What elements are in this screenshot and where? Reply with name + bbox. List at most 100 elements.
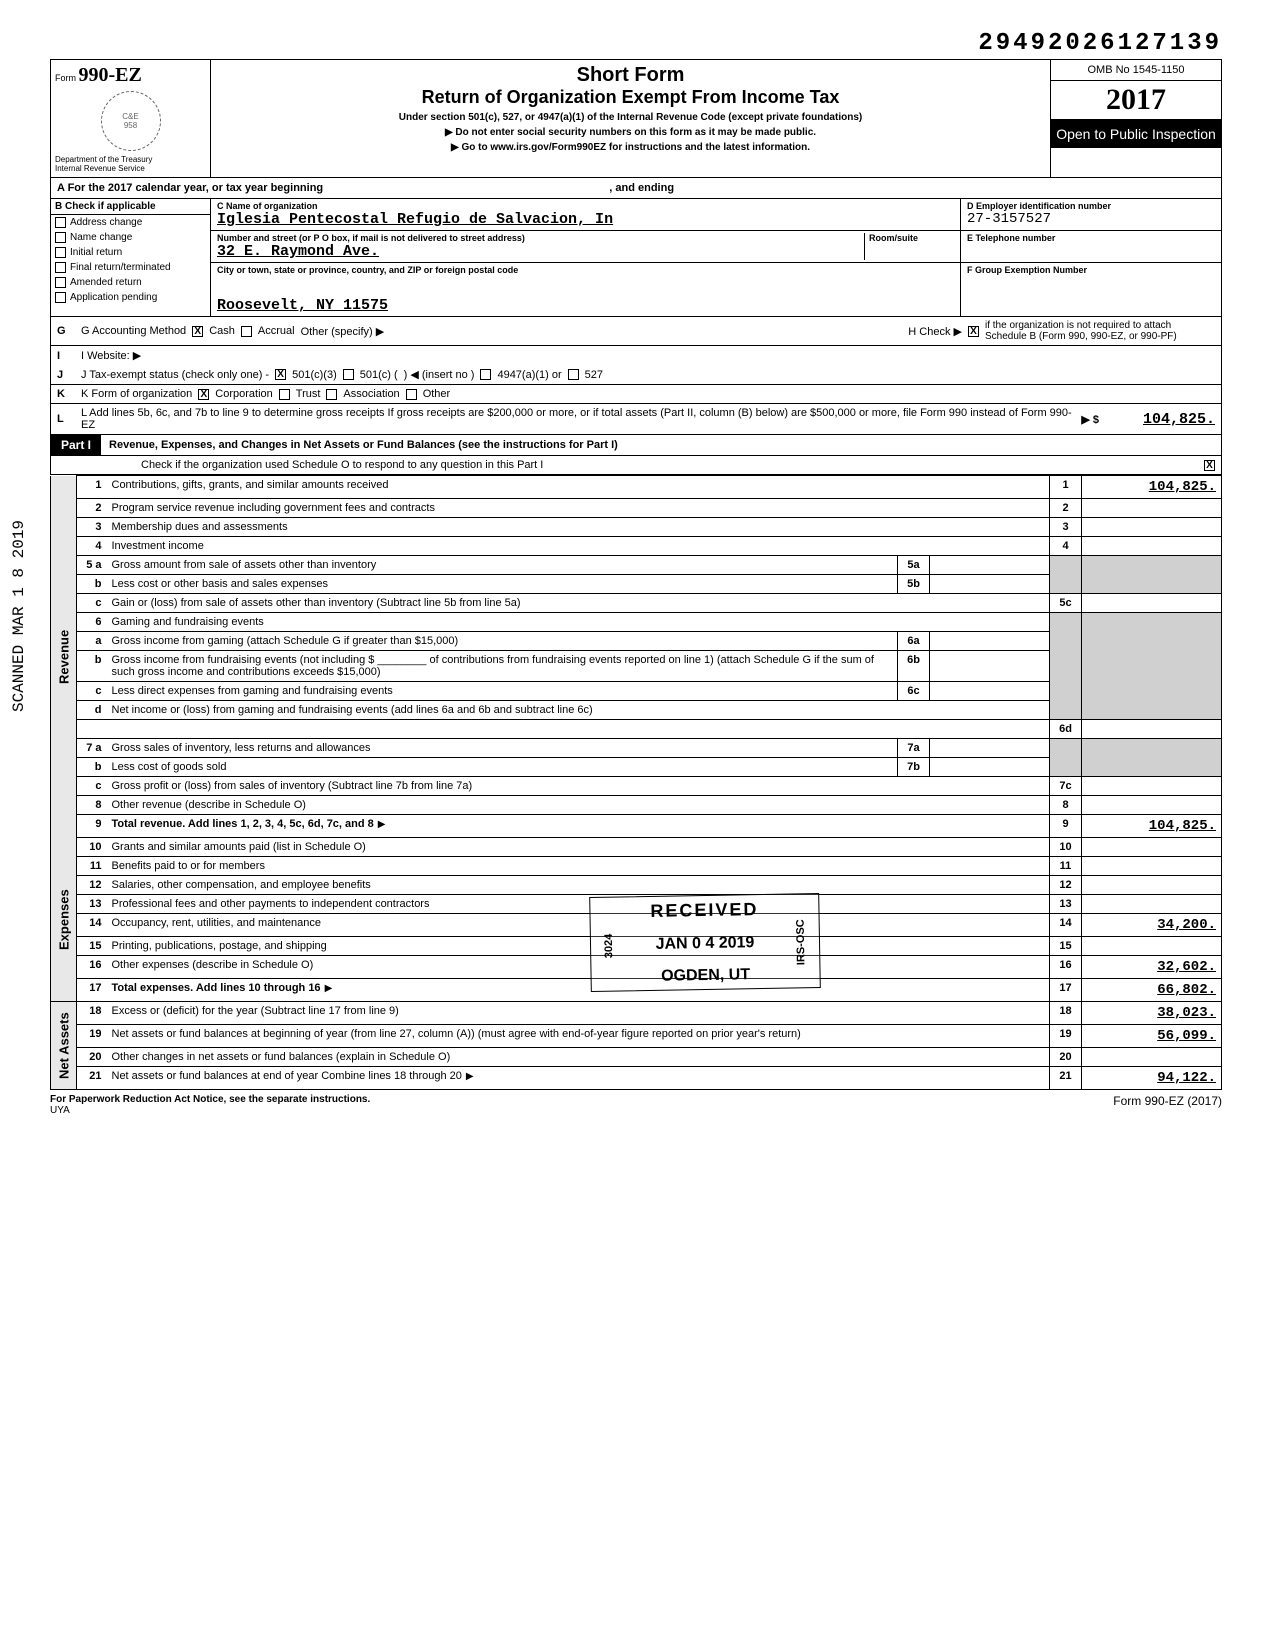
- org-address: 32 E. Raymond Ave.: [217, 243, 379, 260]
- line-2-desc: Program service revenue including govern…: [107, 499, 1050, 518]
- c-label: C Name of organization: [217, 201, 954, 211]
- g-label: G Accounting Method: [81, 325, 186, 337]
- stamp-code: 3024: [603, 933, 615, 958]
- irs-label: Internal Revenue Service: [55, 164, 206, 173]
- cb-cash[interactable]: X: [192, 326, 203, 337]
- line-7c-desc: Gross profit or (loss) from sales of inv…: [107, 777, 1050, 796]
- cb-initial-return[interactable]: Initial return: [51, 245, 210, 260]
- b-header: B Check if applicable: [51, 199, 210, 215]
- line-18-val: 38,023.: [1082, 1002, 1222, 1025]
- line-7b-desc: Less cost of goods sold: [107, 758, 898, 777]
- g-cash: Cash: [209, 325, 235, 337]
- e-label: E Telephone number: [967, 233, 1215, 243]
- line-14-val: 34,200.: [1082, 914, 1222, 937]
- line-16-desc: Other expenses (describe in Schedule O): [107, 956, 1050, 979]
- cb-name-change[interactable]: Name change: [51, 230, 210, 245]
- cb-accrual[interactable]: [241, 326, 252, 337]
- row-a-end: , and ending: [609, 182, 674, 194]
- line-9-desc: Total revenue. Add lines 1, 2, 3, 4, 5c,…: [112, 818, 374, 830]
- l-text: L Add lines 5b, 6c, and 7b to line 9 to …: [81, 407, 1075, 431]
- k-assoc: Association: [343, 388, 399, 400]
- line-18-desc: Excess or (deficit) for the year (Subtra…: [107, 1002, 1050, 1025]
- goto-url: ▶ Go to www.irs.gov/Form990EZ for instru…: [219, 142, 1042, 153]
- cb-4947[interactable]: [480, 369, 491, 380]
- side-expenses: Expenses: [51, 838, 77, 1002]
- form-number: 990-EZ: [79, 64, 142, 86]
- cb-label: Final return/terminated: [70, 262, 171, 273]
- cb-527[interactable]: [568, 369, 579, 380]
- j-527: 527: [585, 369, 603, 381]
- l-arrow: ▶ $: [1081, 413, 1099, 426]
- cb-final-return[interactable]: Final return/terminated: [51, 260, 210, 275]
- cb-address-change[interactable]: Address change: [51, 215, 210, 230]
- line-5c-val: [1082, 594, 1222, 613]
- cb-label: Address change: [70, 217, 142, 228]
- line-13-val: [1082, 895, 1222, 914]
- row-g-h: G G Accounting Method XCash Accrual Othe…: [50, 317, 1222, 346]
- city-label: City or town, state or province, country…: [217, 265, 954, 275]
- line-20-desc: Other changes in net assets or fund bala…: [107, 1048, 1050, 1067]
- j-insert: ) ◀ (insert no ): [404, 368, 475, 381]
- j-501c3: 501(c)(3): [292, 369, 337, 381]
- cb-application-pending[interactable]: Application pending: [51, 290, 210, 305]
- side-revenue: Revenue: [51, 476, 77, 838]
- d-label: D Employer identification number: [967, 201, 1215, 211]
- line-17-val: 66,802.: [1082, 979, 1222, 1002]
- line-13-desc: Professional fees and other payments to …: [107, 895, 1050, 914]
- line-2-val: [1082, 499, 1222, 518]
- line-6d-desc: Net income or (loss) from gaming and fun…: [107, 701, 1050, 720]
- line-12-desc: Salaries, other compensation, and employ…: [107, 876, 1050, 895]
- cb-501c[interactable]: [343, 369, 354, 380]
- check-o-text: Check if the organization used Schedule …: [141, 459, 1204, 471]
- cb-schedule-o[interactable]: X: [1204, 460, 1215, 471]
- cb-assoc[interactable]: [326, 389, 337, 400]
- row-j: J J Tax-exempt status (check only one) -…: [50, 365, 1222, 385]
- cb-amended-return[interactable]: Amended return: [51, 275, 210, 290]
- ssn-warning: ▶ Do not enter social security numbers o…: [219, 127, 1042, 138]
- form-header: Form 990-EZ C&E958 Department of the Tre…: [50, 59, 1222, 178]
- row-l: L L Add lines 5b, 6c, and 7b to line 9 t…: [50, 404, 1222, 435]
- line-5a-desc: Gross amount from sale of assets other t…: [107, 556, 898, 575]
- short-form-title: Short Form: [219, 64, 1042, 87]
- cb-other[interactable]: [406, 389, 417, 400]
- row-a-begin: A For the 2017 calendar year, or tax yea…: [57, 182, 323, 194]
- cb-501c3[interactable]: X: [275, 369, 286, 380]
- line-3-desc: Membership dues and assessments: [107, 518, 1050, 537]
- line-19-val: 56,099.: [1082, 1025, 1222, 1048]
- cb-corp[interactable]: X: [198, 389, 209, 400]
- line-17-desc: Total expenses. Add lines 10 through 16: [112, 982, 321, 994]
- stamp-date: JAN 0 4 2019: [656, 934, 755, 954]
- line-4-val: [1082, 537, 1222, 556]
- part-i-table: Revenue 1Contributions, gifts, grants, a…: [50, 475, 1222, 1090]
- row-i: I I Website: ▶: [50, 346, 1222, 365]
- cb-label: Application pending: [70, 292, 157, 303]
- line-15-val: [1082, 937, 1222, 956]
- g-other: Other (specify) ▶: [301, 325, 385, 338]
- subtitle: Under section 501(c), 527, or 4947(a)(1)…: [219, 112, 1042, 123]
- line-20-val: [1082, 1048, 1222, 1067]
- line-9-val: 104,825.: [1082, 815, 1222, 838]
- stamp-side: IRS-OSC: [795, 919, 808, 965]
- room-label: Room/suite: [869, 233, 954, 243]
- dept-label: Department of the Treasury: [55, 155, 206, 164]
- side-net-assets: Net Assets: [51, 1002, 77, 1090]
- part-i-tag: Part I: [51, 435, 101, 455]
- line-14-desc: Occupancy, rent, utilities, and maintena…: [107, 914, 1050, 937]
- cb-h[interactable]: X: [968, 326, 979, 337]
- j-4947: 4947(a)(1) or: [497, 369, 561, 381]
- k-corp: Corporation: [215, 388, 272, 400]
- schedule-o-check: Check if the organization used Schedule …: [50, 456, 1222, 475]
- stamp-loc: OGDEN, UT: [603, 965, 807, 987]
- k-other: Other: [423, 388, 451, 400]
- line-10-desc: Grants and similar amounts paid (list in…: [107, 838, 1050, 857]
- h-text: if the organization is not required to a…: [985, 320, 1215, 342]
- line-12-val: [1082, 876, 1222, 895]
- line-4-desc: Investment income: [107, 537, 1050, 556]
- k-label: K Form of organization: [81, 388, 192, 400]
- cb-trust[interactable]: [279, 389, 290, 400]
- org-info-block: B Check if applicable Address change Nam…: [50, 199, 1222, 317]
- line-16-val: 32,602.: [1082, 956, 1222, 979]
- ein-value: 27-3157527: [967, 211, 1215, 227]
- j-501c: 501(c) (: [360, 369, 398, 381]
- line-11-val: [1082, 857, 1222, 876]
